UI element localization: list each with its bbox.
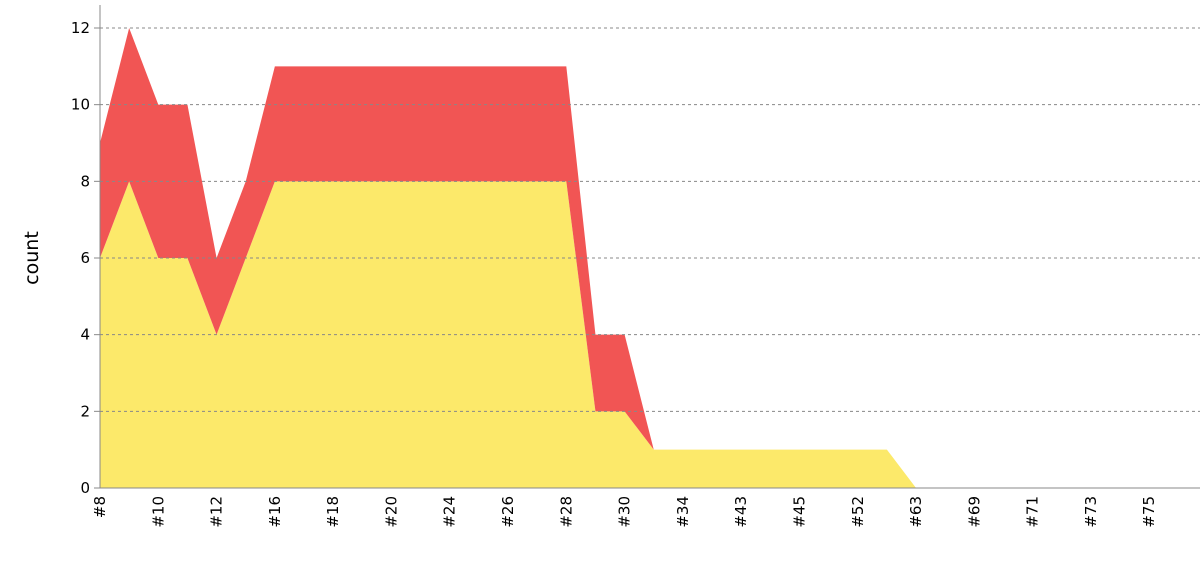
x-tick-label: #16 [266,496,284,528]
x-tick-label: #26 [499,496,517,528]
x-tick-label: #69 [965,496,983,528]
x-tick-label: #24 [441,496,459,528]
x-tick-label: #73 [1082,496,1100,528]
y-tick-label: 0 [80,479,90,497]
x-tick-label: #43 [732,496,750,528]
x-tick-label: #52 [849,496,867,528]
x-tick-label: #34 [674,496,692,528]
y-tick-label: 2 [80,402,90,420]
x-tick-label: #10 [149,496,167,528]
y-axis-label: count [21,231,43,285]
x-tick-label: #8 [91,496,109,518]
y-tick-label: 4 [80,326,90,344]
x-tick-label: #63 [907,496,925,528]
y-tick-label: 12 [71,19,90,37]
x-tick-label: #18 [324,496,342,528]
x-tick-label: #45 [790,496,808,528]
x-tick-label: #75 [1140,496,1158,528]
area [100,181,1179,489]
x-tick-label: #28 [557,496,575,528]
y-tick-label: 6 [80,249,90,267]
y-tick-label: 10 [71,96,90,114]
x-tick-label: #71 [1024,496,1042,528]
x-tick-label: #12 [208,496,226,528]
y-tick-label: 8 [80,172,90,190]
area [100,28,1179,488]
x-tick-label: #20 [382,496,400,528]
x-tick-label: #30 [616,496,634,528]
